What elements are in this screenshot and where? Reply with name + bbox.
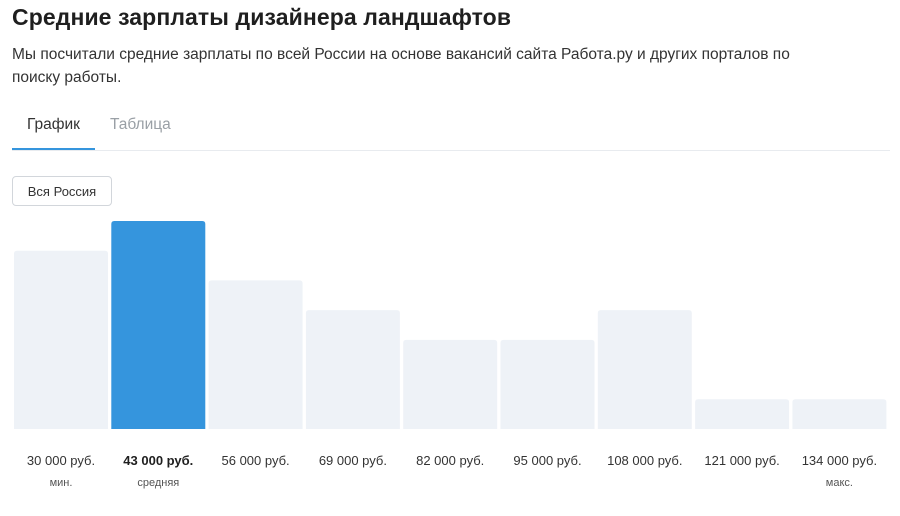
bar-average[interactable] xyxy=(111,221,206,429)
bar[interactable] xyxy=(14,250,108,429)
bar[interactable] xyxy=(792,399,887,429)
x-tick-label: 43 000 руб. xyxy=(123,453,193,468)
page-title: Средние зарплаты дизайнера ландшафтов xyxy=(12,4,512,30)
bar[interactable] xyxy=(305,310,400,429)
x-tick-label: 69 000 руб. xyxy=(319,453,387,468)
tab-chart[interactable]: График xyxy=(12,110,95,150)
bar[interactable] xyxy=(597,310,692,429)
bar[interactable] xyxy=(208,280,303,429)
bar[interactable] xyxy=(403,339,498,429)
page-subtitle: Мы посчитали средние зарплаты по всей Ро… xyxy=(12,46,790,86)
bar[interactable] xyxy=(500,339,595,429)
x-tick-label: 134 000 руб. xyxy=(802,453,877,468)
x-tick-label: 121 000 руб. xyxy=(704,453,779,468)
x-tick-label: 95 000 руб. xyxy=(513,453,581,468)
x-sublabel: макс. xyxy=(826,477,853,489)
x-sublabel: мин. xyxy=(50,477,73,489)
bar[interactable] xyxy=(695,399,790,429)
x-tick-label: 56 000 руб. xyxy=(222,453,290,468)
x-tick-label: 30 000 руб. xyxy=(27,453,95,468)
region-select-button[interactable]: Вся Россия xyxy=(12,176,112,206)
tab-table[interactable]: Таблица xyxy=(109,116,171,133)
x-tick-label: 108 000 руб. xyxy=(607,453,682,468)
tab-bar: График Таблица xyxy=(12,110,890,151)
x-tick-label: 82 000 руб. xyxy=(416,453,484,468)
salary-bar-chart: 30 000 руб. мин. 43 000 руб. средняя 56 000 … xyxy=(14,221,887,489)
x-sublabel: средняя xyxy=(137,477,179,489)
